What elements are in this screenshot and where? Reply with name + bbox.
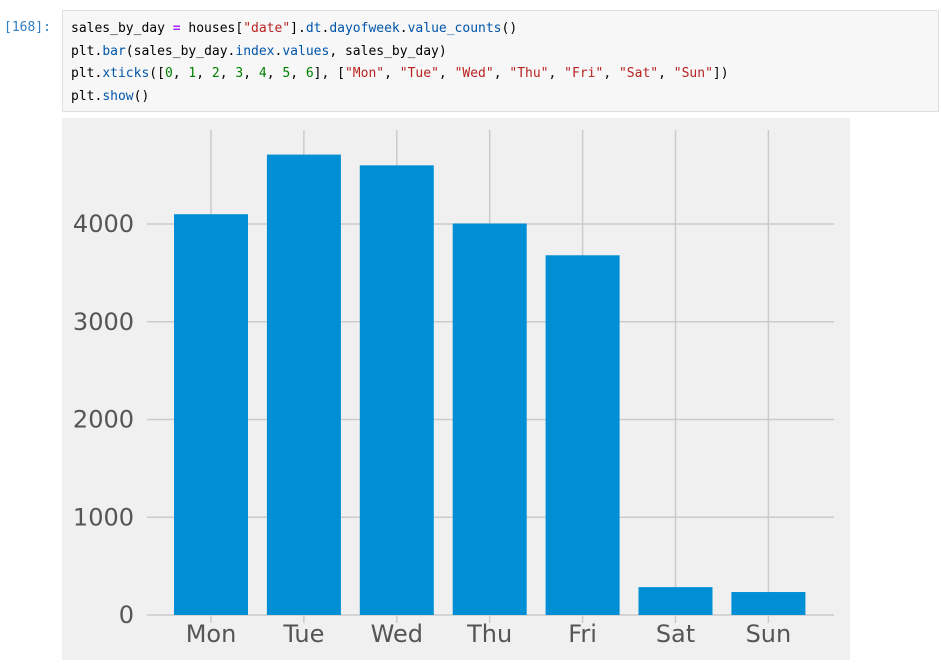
- bar-sun: [731, 592, 806, 615]
- code-token: ,: [172, 66, 189, 81]
- code-token: ,: [438, 66, 455, 81]
- code-token: "date": [243, 21, 291, 36]
- code-token: 3: [235, 66, 244, 81]
- y-tick-label: 3000: [73, 308, 134, 336]
- code-token: plt: [71, 88, 95, 104]
- y-tick-label: 2000: [73, 406, 134, 434]
- x-tick-label: Tue: [282, 620, 324, 648]
- code-token: , sales_by_day): [329, 43, 447, 59]
- code-token: .: [227, 43, 236, 59]
- code-token: ], [: [313, 66, 345, 81]
- bar-fri: [545, 255, 620, 615]
- x-tick-label: Mon: [186, 620, 237, 648]
- code-token: .: [274, 43, 283, 59]
- code-token: ,: [493, 66, 510, 81]
- code-token: (): [501, 21, 518, 36]
- bar-thu: [452, 223, 527, 615]
- code-token: ,: [266, 66, 283, 81]
- x-tick-label: Sun: [746, 620, 792, 648]
- code-line: plt.show(): [71, 89, 149, 104]
- code-token: .: [94, 43, 103, 59]
- cell-prompt: [168]:: [4, 20, 51, 35]
- code-token: "Mon": [344, 66, 385, 81]
- code-token: 2: [211, 66, 220, 81]
- x-tick-label: Fri: [568, 620, 597, 648]
- code-token: ,: [290, 66, 306, 81]
- x-tick-label: Wed: [371, 620, 423, 648]
- cell-output: 0 1000 2000 3000 4000 Mon Tue Wed Thu Fri Sat Sun: [62, 118, 850, 660]
- code-token: .: [94, 66, 103, 81]
- code-token: 5: [282, 66, 291, 81]
- code-token: dayofweek: [329, 21, 400, 36]
- code-token: 1: [188, 66, 197, 81]
- y-tick-label: 4000: [73, 210, 134, 238]
- code-token: .: [94, 88, 103, 104]
- bar-chart: 0 1000 2000 3000 4000 Mon Tue Wed Thu Fri Sat Sun: [62, 118, 850, 660]
- code-token: 6: [305, 66, 314, 81]
- code-token: ,: [384, 66, 400, 81]
- x-tick-label: Sat: [656, 620, 695, 648]
- code-token: ]): [712, 66, 729, 81]
- code-token: .: [321, 21, 330, 36]
- x-tick-label: Thu: [466, 620, 512, 648]
- code-editor[interactable]: sales_by_day = houses["date"].dt.dayofwe…: [62, 10, 939, 112]
- code-token: houses[: [180, 21, 244, 36]
- code-token: 4: [258, 66, 267, 81]
- bar-tue: [266, 154, 341, 615]
- code-token: "Fri": [564, 66, 604, 81]
- code-token: bar: [102, 43, 126, 59]
- code-token: value_counts: [407, 21, 502, 36]
- code-token: "Tue": [399, 66, 439, 81]
- code-token: (): [133, 88, 150, 104]
- code-token: ,: [196, 66, 212, 81]
- code-token: "Sun": [673, 66, 713, 81]
- code-token: ].: [290, 21, 306, 36]
- code-token: show: [102, 88, 134, 104]
- code-token: index: [235, 43, 275, 59]
- code-line: plt.bar(sales_by_day.index.values, sales…: [71, 44, 447, 59]
- code-token: "Sat": [618, 66, 659, 81]
- code-token: 0: [164, 66, 173, 81]
- code-token: ,: [603, 66, 619, 81]
- code-token: dt: [305, 21, 322, 36]
- code-text[interactable]: sales_by_day = houses["date"].dt.dayofwe…: [71, 18, 729, 108]
- bar-sat: [638, 587, 713, 615]
- code-token: plt: [71, 43, 95, 59]
- y-tick-label: 1000: [73, 503, 134, 531]
- code-token: .: [399, 21, 408, 36]
- bar-mon: [174, 214, 248, 615]
- bar-wed: [359, 165, 434, 615]
- y-tick-label: 0: [119, 601, 134, 629]
- code-token: ,: [548, 66, 565, 81]
- code-token: values: [282, 43, 330, 59]
- code-token: (sales_by_day: [125, 43, 228, 59]
- code-token: "Thu": [509, 66, 549, 81]
- code-line: plt.xticks([0, 1, 2, 3, 4, 5, 6], ["Mon"…: [71, 66, 729, 81]
- code-token: "Wed": [454, 66, 494, 81]
- code-token: =: [172, 21, 181, 36]
- code-token: ([: [149, 66, 165, 81]
- code-line: sales_by_day = houses["date"].dt.dayofwe…: [71, 21, 517, 36]
- code-token: plt: [71, 66, 95, 81]
- code-token: ,: [243, 66, 259, 81]
- code-token: ,: [658, 66, 674, 81]
- code-token: xticks: [102, 66, 150, 81]
- code-token: ,: [219, 66, 236, 81]
- code-token: sales_by_day: [71, 21, 173, 36]
